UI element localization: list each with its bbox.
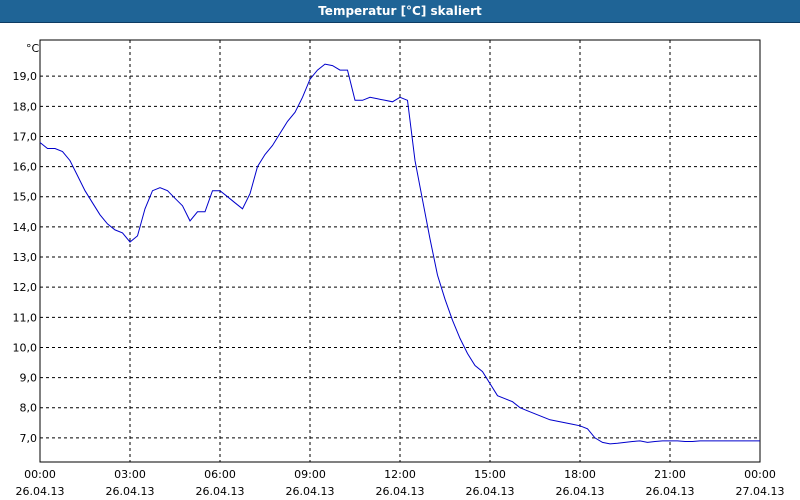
x-tick-time-label: 00:00 (744, 468, 776, 481)
grid-lines (40, 40, 760, 462)
x-tick-date-label: 27.04.13 (736, 485, 785, 498)
x-tick-date-label: 26.04.13 (16, 485, 65, 498)
y-tick-label: 11,0 (13, 311, 38, 324)
y-tick-label: 7,0 (20, 432, 38, 445)
x-tick-time-label: 03:00 (114, 468, 146, 481)
plot-frame (39, 39, 761, 463)
x-tick-time-label: 15:00 (474, 468, 506, 481)
x-tick-time-label: 00:00 (24, 468, 56, 481)
temperature-series-line (39, 63, 760, 445)
x-tick-date-label: 26.04.13 (466, 485, 515, 498)
x-tick-time-label: 06:00 (204, 468, 236, 481)
x-tick-date-label: 26.04.13 (196, 485, 245, 498)
y-tick-label: 19,0 (13, 70, 38, 83)
y-tick-label: 13,0 (13, 251, 38, 264)
x-tick-date-label: 26.04.13 (286, 485, 335, 498)
x-tick-time-label: 12:00 (384, 468, 416, 481)
x-tick-date-label: 26.04.13 (376, 485, 425, 498)
y-tick-label: 12,0 (13, 281, 38, 294)
y-tick-label: 8,0 (20, 402, 38, 415)
x-tick-time-label: 09:00 (294, 468, 326, 481)
x-tick-date-label: 26.04.13 (646, 485, 695, 498)
y-tick-label: 14,0 (13, 221, 38, 234)
x-tick-time-label: 21:00 (654, 468, 686, 481)
x-tick-date-label: 26.04.13 (106, 485, 155, 498)
x-tick-time-label: 18:00 (564, 468, 596, 481)
window-title: Temperatur [°C] skaliert (0, 0, 800, 23)
y-tick-labels: 7,0 8,0 9,0 10,0 11,0 12,0 13,0 14,0 15,0 16,0 17,… (13, 70, 38, 445)
data-series (39, 63, 760, 445)
x-tick-date-label: 26.04.13 (556, 485, 605, 498)
y-tick-label: 15,0 (13, 191, 38, 204)
y-tick-label: 16,0 (13, 161, 38, 174)
x-tick-labels: 00:00 26.04.13 03:00 26.04.13 06:00 26.04.13 0… (16, 468, 785, 498)
y-tick-label: 17,0 (13, 130, 38, 143)
y-tick-label: 18,0 (13, 100, 38, 113)
y-tick-label: 9,0 (20, 372, 38, 385)
y-unit-label: °C (26, 42, 40, 55)
y-tick-label: 10,0 (13, 341, 38, 354)
temperature-chart: °C 7,0 8,0 9,0 10,0 11,0 12,0 13,0 14,0 15,0 16,0… (13, 39, 785, 498)
